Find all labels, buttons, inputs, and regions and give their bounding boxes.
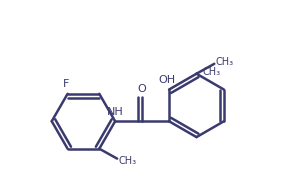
Text: CH₃: CH₃ [202,67,221,77]
Text: NH: NH [107,107,124,117]
Text: CH₃: CH₃ [215,57,233,67]
Text: O: O [138,83,147,94]
Text: OH: OH [158,75,176,85]
Text: CH₃: CH₃ [118,156,136,166]
Text: F: F [62,79,69,89]
